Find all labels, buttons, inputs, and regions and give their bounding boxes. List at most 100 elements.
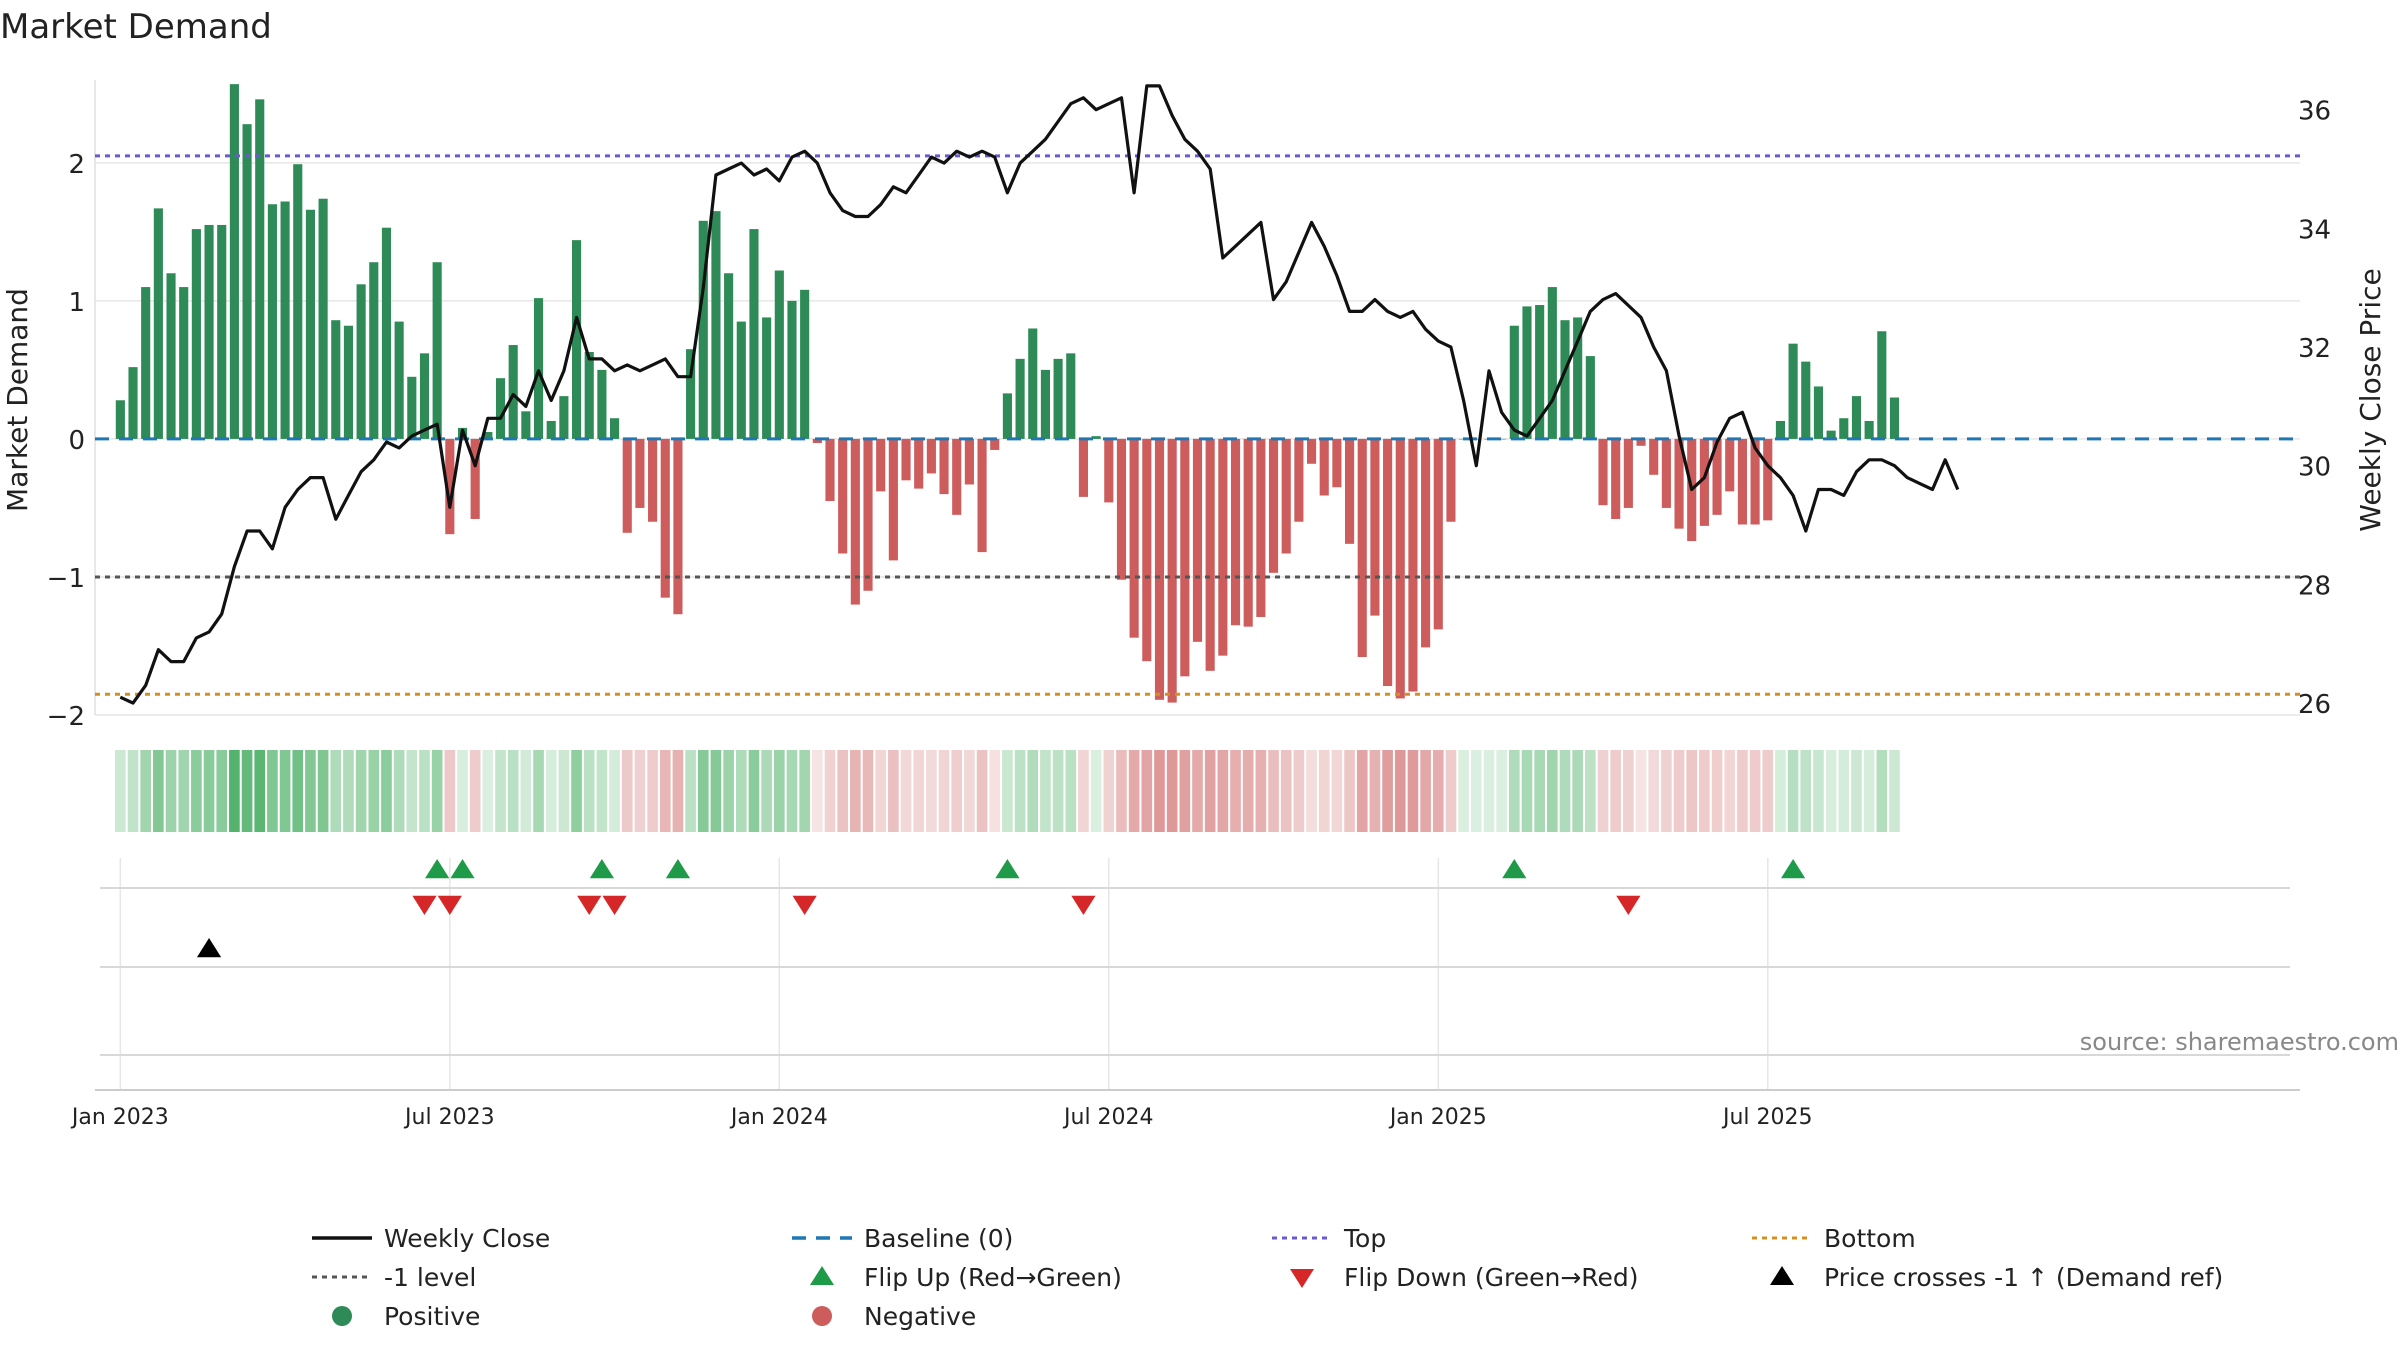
heat-cell xyxy=(672,750,684,832)
heat-cell xyxy=(254,750,266,832)
legend-label: Flip Down (Green→Red) xyxy=(1344,1263,1639,1292)
heat-cell xyxy=(862,750,874,832)
heat-cell xyxy=(495,750,506,832)
demand-bar xyxy=(495,378,506,439)
flip-down-marker xyxy=(792,895,817,915)
heat-cell xyxy=(1103,750,1115,832)
heat-cell xyxy=(1889,750,1900,832)
demand-bar xyxy=(546,420,556,439)
heat-cell xyxy=(165,750,177,832)
demand-bar xyxy=(1497,438,1507,440)
heat-cell xyxy=(279,750,291,832)
y2-tick-label: 32 xyxy=(2298,334,2331,364)
legend-item: Weekly Close xyxy=(312,1224,550,1253)
heat-cell xyxy=(913,750,925,832)
demand-bar xyxy=(267,204,277,439)
demand-bar xyxy=(1116,438,1127,580)
heat-cell xyxy=(1635,750,1647,832)
demand-bar xyxy=(825,438,835,502)
demand-bar xyxy=(863,438,873,591)
heat-cell xyxy=(773,750,785,832)
demand-bar xyxy=(318,198,328,439)
weekly-close-line xyxy=(119,84,1960,705)
demand-bar xyxy=(1294,438,1304,522)
heat-cell xyxy=(583,750,595,832)
heat-cell xyxy=(1787,750,1799,832)
demand-bar xyxy=(1889,397,1900,439)
heat-cell xyxy=(1572,750,1583,832)
legend-label: Positive xyxy=(384,1302,480,1331)
x-tick-label: Jul 2023 xyxy=(403,1105,495,1130)
demand-bar xyxy=(1813,386,1824,439)
demand-bar xyxy=(1826,430,1836,439)
y2-tick-label: 36 xyxy=(2298,97,2331,127)
heat-cell xyxy=(368,750,380,832)
demand-bar xyxy=(166,273,176,439)
flip-up-marker xyxy=(995,859,1020,879)
demand-bar xyxy=(1306,438,1317,464)
demand-bar xyxy=(1256,438,1266,617)
demand-bar xyxy=(1433,438,1443,630)
demand-bar xyxy=(1205,438,1215,671)
heat-cell xyxy=(1851,750,1862,832)
heat-cell xyxy=(685,750,696,832)
demand-bar xyxy=(1839,418,1849,439)
heat-cell xyxy=(926,750,937,832)
heat-cell xyxy=(786,750,798,832)
heat-cell xyxy=(1445,750,1457,832)
heat-cell xyxy=(191,750,202,832)
demand-bar xyxy=(1763,438,1773,521)
heat-cell xyxy=(1699,750,1710,832)
demand-bar xyxy=(356,284,366,439)
demand-bar xyxy=(762,317,772,439)
legend-swatch-dot xyxy=(332,1306,352,1326)
heat-cell xyxy=(1432,750,1444,832)
demand-bar xyxy=(622,438,632,533)
demand-bar xyxy=(1167,438,1177,703)
heat-cell xyxy=(1775,750,1786,832)
heat-cell xyxy=(1027,750,1039,832)
demand-bar xyxy=(1636,438,1646,446)
heat-cell xyxy=(1648,750,1660,832)
demand-bar xyxy=(1281,438,1291,554)
heat-cell xyxy=(1230,750,1241,832)
demand-bar xyxy=(1383,438,1393,687)
demand-bar xyxy=(242,124,252,439)
y2-tick-label: 34 xyxy=(2298,215,2331,245)
flip-up-marker xyxy=(1781,859,1806,879)
demand-bar xyxy=(1801,361,1811,439)
heat-cell xyxy=(1483,750,1495,832)
demand-bar xyxy=(800,289,810,439)
y-tick-label: −1 xyxy=(47,564,85,594)
x-tick-label: Jul 2025 xyxy=(1721,1105,1813,1130)
legend-swatch-dot xyxy=(812,1306,832,1326)
demand-bar xyxy=(1421,438,1431,648)
demand-bar xyxy=(1040,369,1050,439)
heat-cell xyxy=(1597,750,1609,832)
demand-bar xyxy=(926,438,936,474)
heat-cell xyxy=(1813,750,1824,832)
heat-cell xyxy=(1711,750,1723,832)
demand-bar xyxy=(876,438,886,492)
demand-bar xyxy=(1408,438,1418,692)
demand-bar xyxy=(774,270,784,439)
heat-cell xyxy=(1686,750,1698,832)
demand-bar xyxy=(445,438,455,535)
heat-cell xyxy=(1585,750,1596,832)
heat-cell xyxy=(571,750,582,832)
heat-cell xyxy=(1242,750,1254,832)
demand-bar xyxy=(1053,358,1063,439)
heat-cell xyxy=(419,750,430,832)
heat-cell xyxy=(1521,750,1533,832)
flip-down-marker xyxy=(1071,895,1096,915)
demand-bar xyxy=(964,438,974,485)
demand-bar xyxy=(255,99,265,439)
x-tick-label: Jan 2024 xyxy=(729,1105,828,1130)
heat-cell xyxy=(1673,750,1685,832)
heat-cell xyxy=(127,750,139,832)
demand-bar xyxy=(153,208,163,439)
heat-cell xyxy=(140,750,152,832)
heat-cell xyxy=(1382,750,1393,832)
demand-bar xyxy=(419,353,430,439)
